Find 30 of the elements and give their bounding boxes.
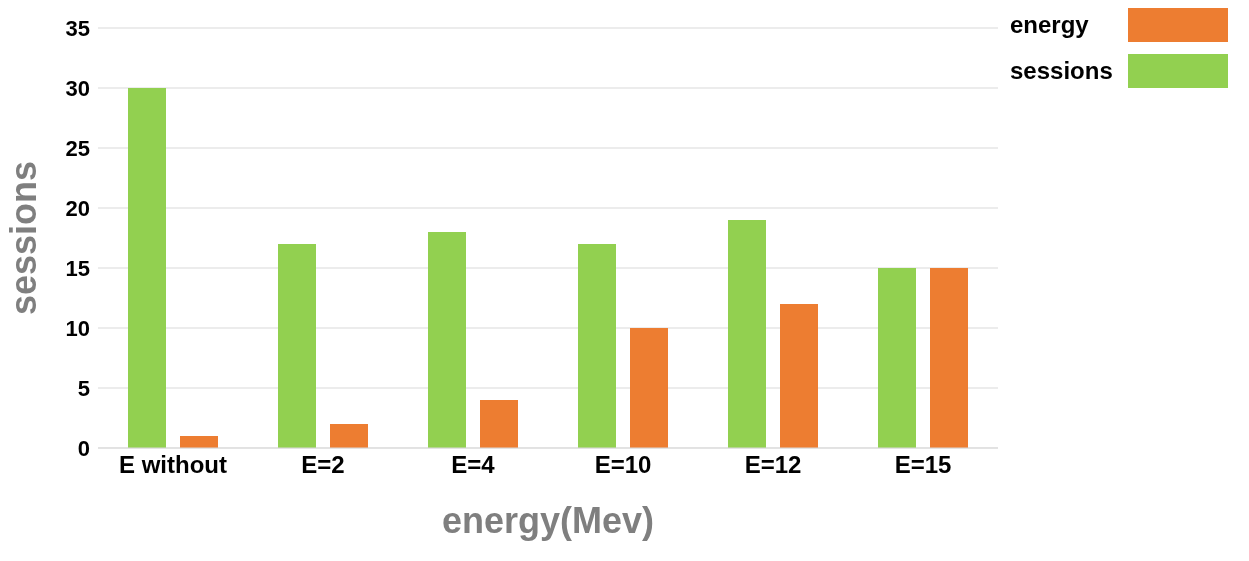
y-tick-label: 20 xyxy=(65,195,90,221)
x-axis-title: energy(Mev) xyxy=(441,500,655,541)
y-tick-label: 5 xyxy=(77,375,90,401)
y-tick-label: 0 xyxy=(77,435,90,461)
bar xyxy=(780,304,818,448)
legend-label: energy xyxy=(1010,11,1090,39)
x-tick-label: E=15 xyxy=(894,451,952,479)
bar xyxy=(630,328,668,448)
y-tick-label: 10 xyxy=(65,315,90,341)
bar xyxy=(180,436,218,448)
x-tick-label: E=2 xyxy=(301,451,345,479)
y-tick-label: 30 xyxy=(65,75,90,101)
y-axis-title: sessions xyxy=(2,160,44,316)
x-tick-label: E=4 xyxy=(451,451,496,479)
bar xyxy=(578,244,616,448)
bar xyxy=(128,88,166,448)
bar xyxy=(480,400,518,448)
x-tick-label: E without xyxy=(119,451,227,479)
bar xyxy=(278,244,316,448)
bar xyxy=(428,232,466,448)
y-tick-label: 25 xyxy=(65,135,90,161)
bar xyxy=(878,268,916,448)
bar xyxy=(728,220,766,448)
bar xyxy=(930,268,968,448)
y-tick-label: 15 xyxy=(65,255,90,281)
x-tick-label: E=10 xyxy=(594,451,652,479)
legend-label: sessions xyxy=(1010,57,1114,85)
x-tick-label: E=12 xyxy=(744,451,802,479)
y-tick-label: 35 xyxy=(65,15,90,41)
bar xyxy=(330,424,368,448)
